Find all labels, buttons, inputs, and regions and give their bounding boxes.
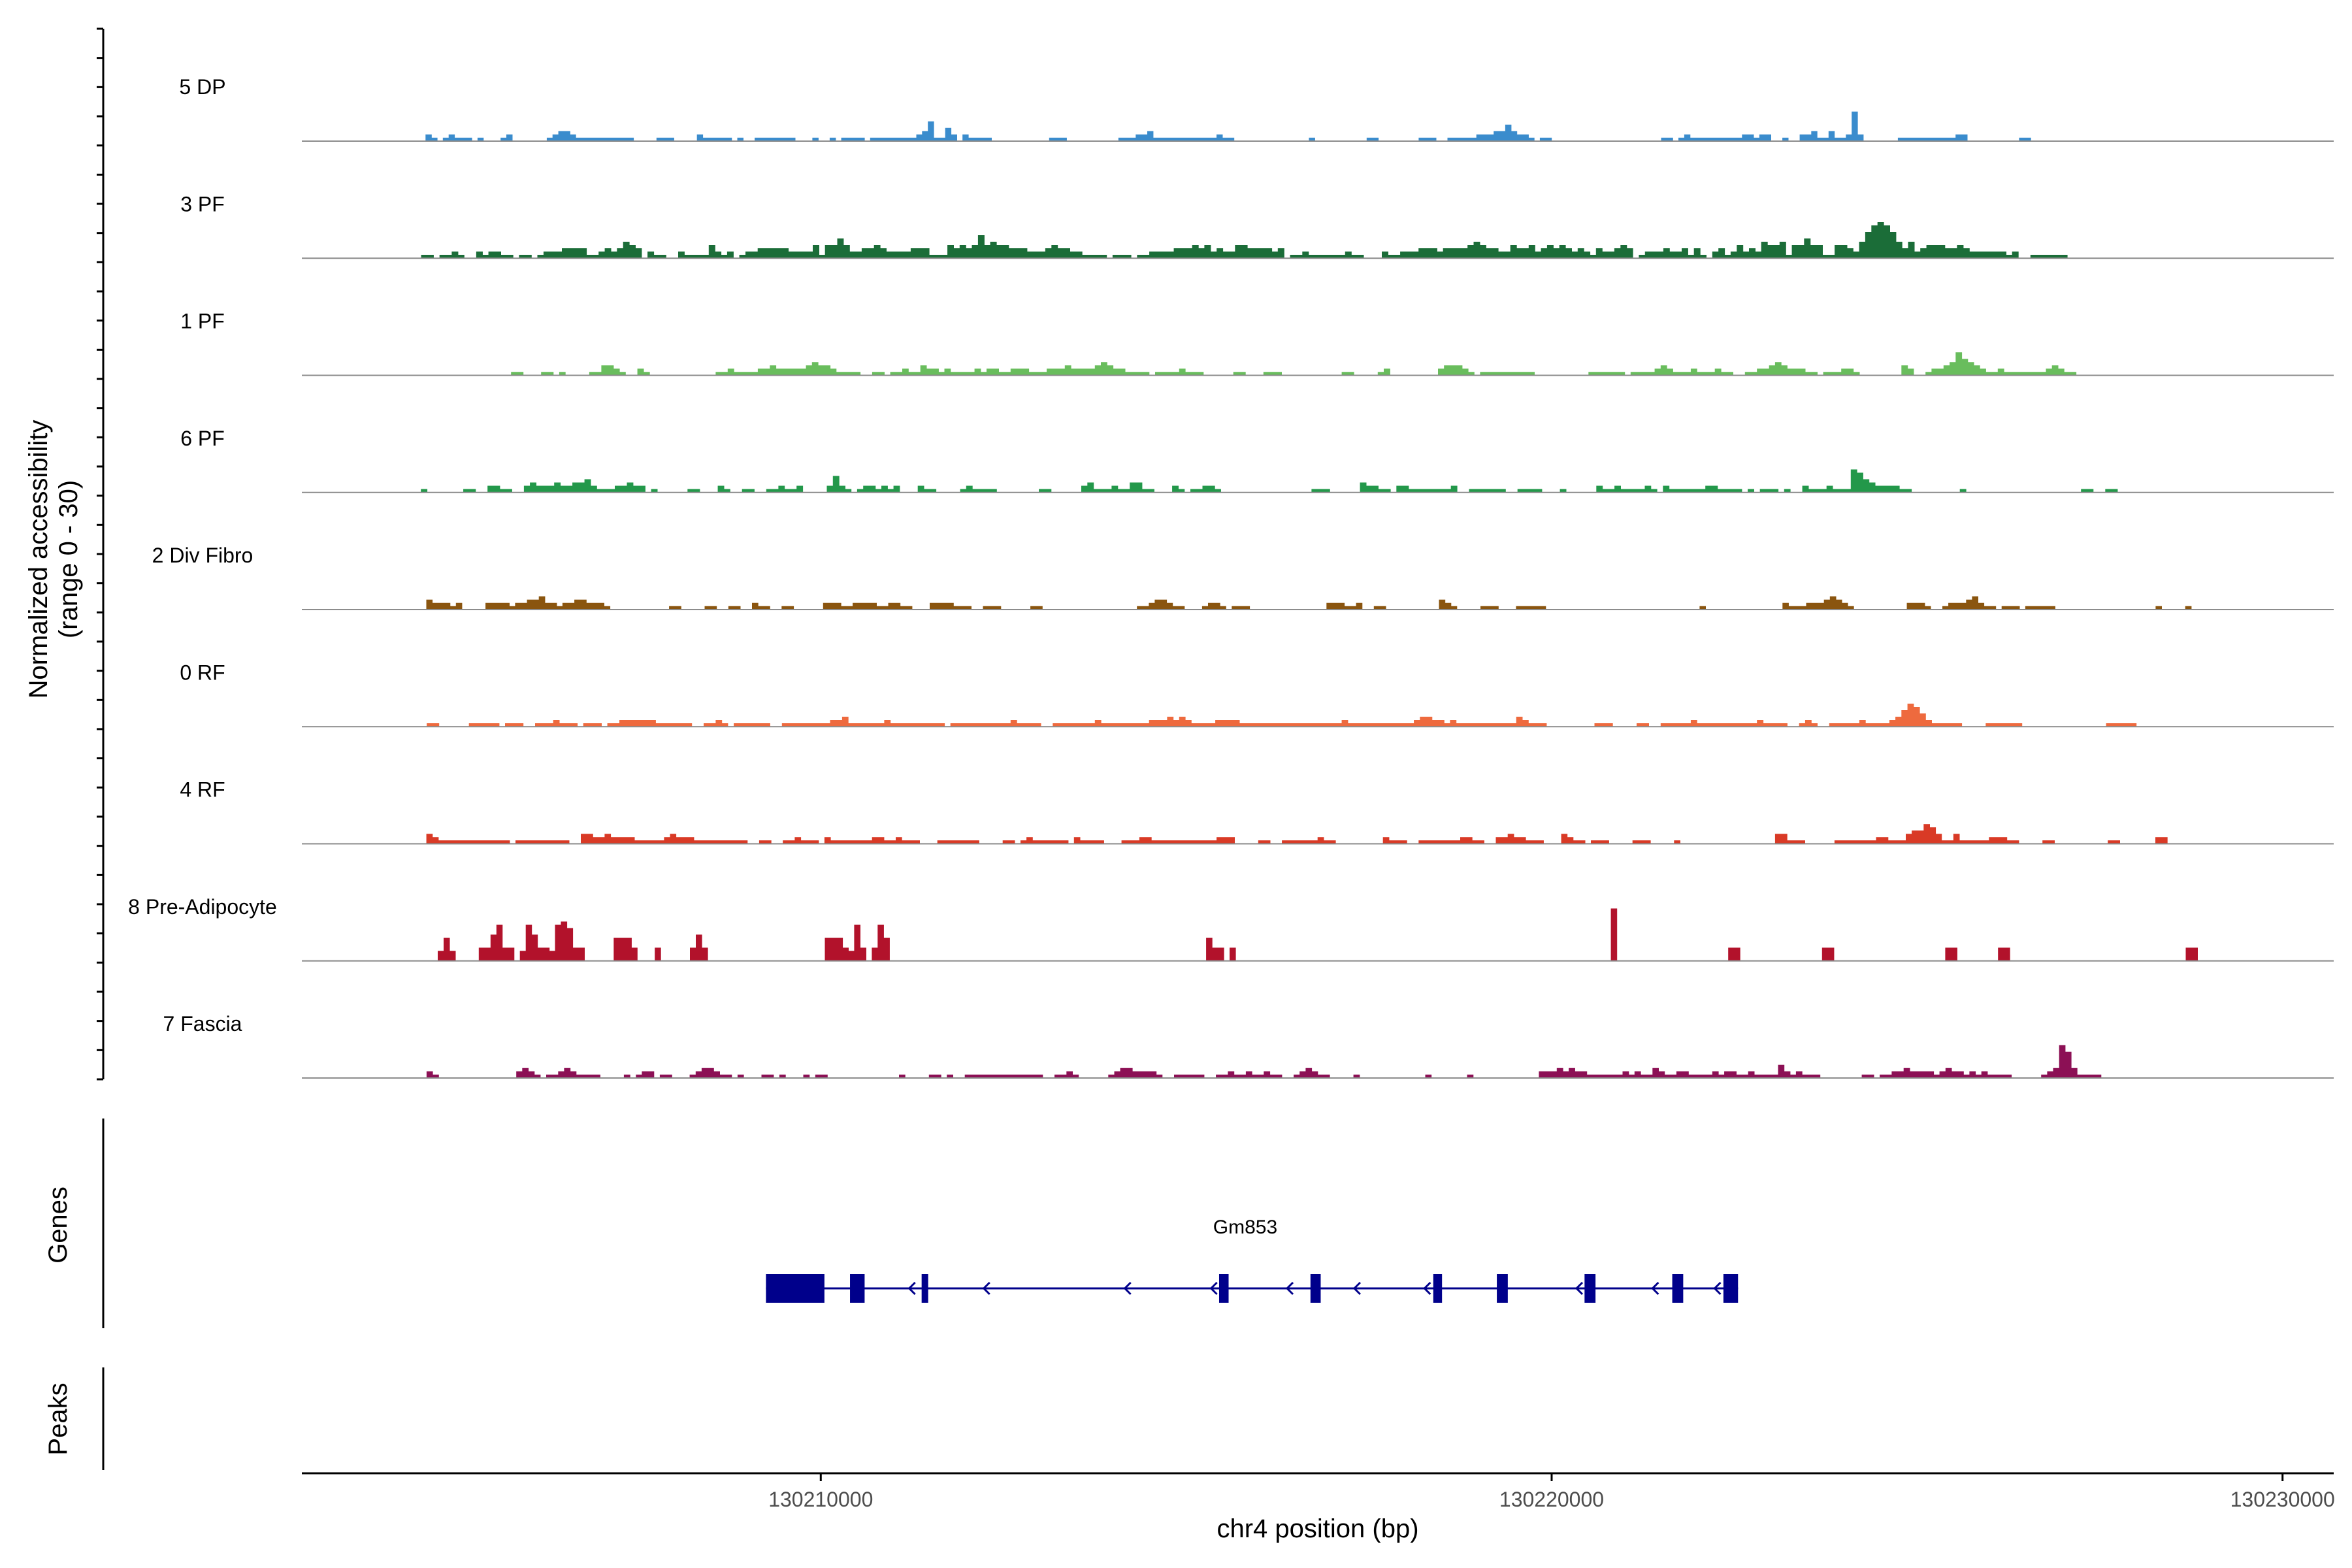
- track-0-rf: 0 RF: [180, 661, 2334, 728]
- track-label: 5 DP: [179, 75, 225, 99]
- strand-arrow: [1123, 1281, 1132, 1296]
- coverage-tracks: 5 DP 3 PF 1 PF 6 PF 2 Div Fibro 0 RF 4 RF 8 Pre…: [128, 75, 2334, 1079]
- x-axis-ticks: 130210000 130220000 130230000: [768, 1473, 2335, 1511]
- strand-arrow: [1209, 1281, 1218, 1296]
- track-4-rf: 4 RF: [180, 778, 2334, 845]
- track-5-dp: 5 DP: [179, 75, 2334, 142]
- track-8-pre-adipocyte: 8 Pre-Adipocyte: [128, 895, 2334, 962]
- coverage-area: [397, 704, 2239, 727]
- strand-arrow: [982, 1281, 990, 1296]
- y-axis-title-line2: (range 0 - 30): [54, 480, 83, 638]
- gene-exon: [766, 1274, 825, 1303]
- gene-exon: [1723, 1274, 1739, 1303]
- gene-exon: [1497, 1274, 1508, 1303]
- strand-arrow: [1575, 1281, 1584, 1296]
- strand-arrow: [1423, 1281, 1431, 1296]
- gene-exon: [921, 1274, 928, 1303]
- gene-model: [766, 1274, 1739, 1303]
- coverage-area: [397, 469, 2239, 493]
- gene-exon: [1672, 1274, 1684, 1303]
- track-label: 4 RF: [180, 778, 225, 802]
- x-axis-title: chr4 position (bp): [1217, 1514, 1418, 1543]
- strand-arrow: [1713, 1281, 1722, 1296]
- coverage-area: [397, 908, 2239, 962]
- strand-arrow: [907, 1281, 916, 1296]
- track-label: 6 PF: [180, 427, 225, 450]
- track-label: 2 Div Fibro: [152, 544, 253, 567]
- coverage-area: [397, 596, 2239, 610]
- coverage-area: [397, 111, 2239, 142]
- coverage-area: [397, 222, 2239, 259]
- track-label: 7 Fascia: [163, 1012, 242, 1036]
- x-tick-label: 130210000: [768, 1488, 873, 1511]
- gene-exon: [1584, 1274, 1596, 1303]
- coverage-area: [397, 352, 2239, 376]
- strand-arrow: [1352, 1281, 1362, 1296]
- gene-name-label: Gm853: [1213, 1217, 1277, 1238]
- track-label: 8 Pre-Adipocyte: [128, 895, 277, 919]
- gene-exon: [1433, 1274, 1443, 1303]
- peaks-panel-title: Peaks: [44, 1382, 73, 1455]
- peaks-panel: Peaks: [44, 1367, 105, 1470]
- gene-exon: [1310, 1274, 1321, 1303]
- gene-panel: Genes Gm853: [44, 1119, 1739, 1328]
- gene-exon: [1218, 1274, 1229, 1303]
- track-6-pf: 6 PF: [180, 427, 2334, 493]
- x-tick-label: 130220000: [1499, 1488, 1604, 1511]
- track-label: 3 PF: [180, 192, 225, 216]
- gene-exon: [850, 1274, 865, 1303]
- track-2-div-fibro: 2 Div Fibro: [152, 544, 2334, 610]
- y-axis-title-line1: Normalized accessibility: [24, 420, 53, 699]
- track-label: 0 RF: [180, 661, 225, 684]
- coverage-area: [397, 824, 2239, 844]
- coverage-area: [397, 1045, 2239, 1079]
- strand-arrow: [1651, 1281, 1659, 1296]
- track-7-fascia: 7 Fascia: [163, 1012, 2334, 1079]
- x-tick-label: 130230000: [2230, 1488, 2335, 1511]
- genes-panel-title: Genes: [44, 1186, 73, 1264]
- coverage-y-axis: [97, 27, 105, 1081]
- track-3-pf: 3 PF: [180, 192, 2334, 259]
- strand-arrow: [1285, 1281, 1294, 1296]
- track-label: 1 PF: [180, 310, 225, 333]
- x-axis: 130210000 130220000 130230000 chr4 positio…: [302, 1472, 2335, 1543]
- track-1-pf: 1 PF: [180, 310, 2334, 376]
